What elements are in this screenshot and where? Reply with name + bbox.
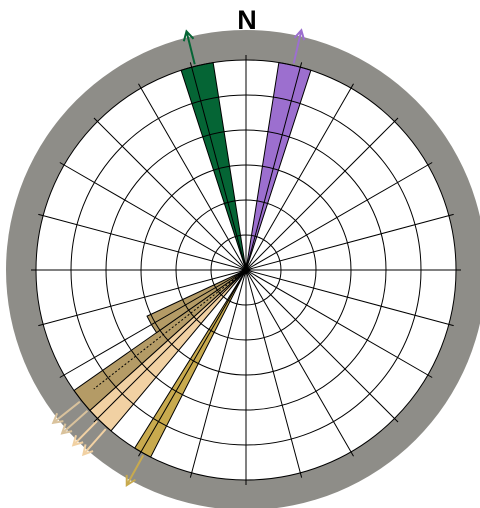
grid-tick (427, 374, 433, 378)
yellow-arrow-head (125, 474, 136, 487)
dashed-mean-line (93, 269, 247, 390)
grid-spoke (245, 269, 301, 473)
grid-spoke (245, 87, 352, 271)
tan-arrows-head (60, 423, 73, 435)
grid-tick (189, 62, 193, 68)
north-label: N (237, 5, 257, 35)
grid-tick (138, 451, 142, 457)
grid-spoke (245, 215, 449, 271)
grid-spoke (245, 121, 395, 271)
grid-tick (394, 117, 399, 122)
grid-spoke (43, 215, 247, 271)
peach-arrows-shaft (72, 420, 98, 446)
peach-arrows-shaft (82, 428, 107, 456)
grid-spoke (97, 269, 247, 419)
grid-spoke (245, 269, 429, 376)
grid-spoke (245, 269, 395, 419)
direction-arrows (51, 28, 306, 487)
grid-tick (350, 451, 354, 457)
green-arrow-head (182, 29, 195, 42)
purple-arrow-shaft (292, 30, 303, 64)
purple-arrow-head (293, 28, 306, 41)
grid-spoke (245, 164, 429, 271)
grid-tick (38, 323, 44, 327)
grid-tick (427, 162, 433, 166)
grid-spoke (43, 269, 247, 325)
grid-spoke (97, 121, 247, 271)
grid-spoke (63, 269, 247, 376)
grid-tick (394, 418, 399, 423)
grid-tick (299, 62, 303, 68)
green-arrow-shaft (185, 31, 196, 65)
grid-tick (189, 472, 193, 478)
grid-tick (59, 374, 65, 378)
tan-arrows-shaft (52, 400, 81, 424)
grid-spoke (191, 67, 247, 271)
grid-spoke (245, 269, 449, 325)
grid-tick (448, 323, 454, 327)
grid-spoke (191, 269, 247, 473)
grid-tick (93, 117, 98, 122)
grid-tick (299, 472, 303, 478)
tan-arrows-shaft (61, 410, 89, 435)
grid-spoke (245, 67, 301, 271)
grid-tick (93, 418, 98, 423)
grid-tick (350, 83, 354, 89)
grid-tick (138, 83, 142, 89)
grid-spoke (63, 164, 247, 271)
grid-tick (38, 213, 44, 217)
grid-tick (448, 213, 454, 217)
peach-arrows-head (81, 444, 94, 457)
grid-spoke (140, 269, 247, 453)
grid-spoke (245, 269, 352, 453)
peach-arrows-head (71, 434, 84, 447)
yellow-arrow-shaft (125, 454, 145, 486)
grid-spoke (140, 87, 247, 271)
tan-arrows-head (51, 412, 64, 425)
grid-tick (59, 162, 65, 166)
polar-grid (31, 55, 461, 485)
